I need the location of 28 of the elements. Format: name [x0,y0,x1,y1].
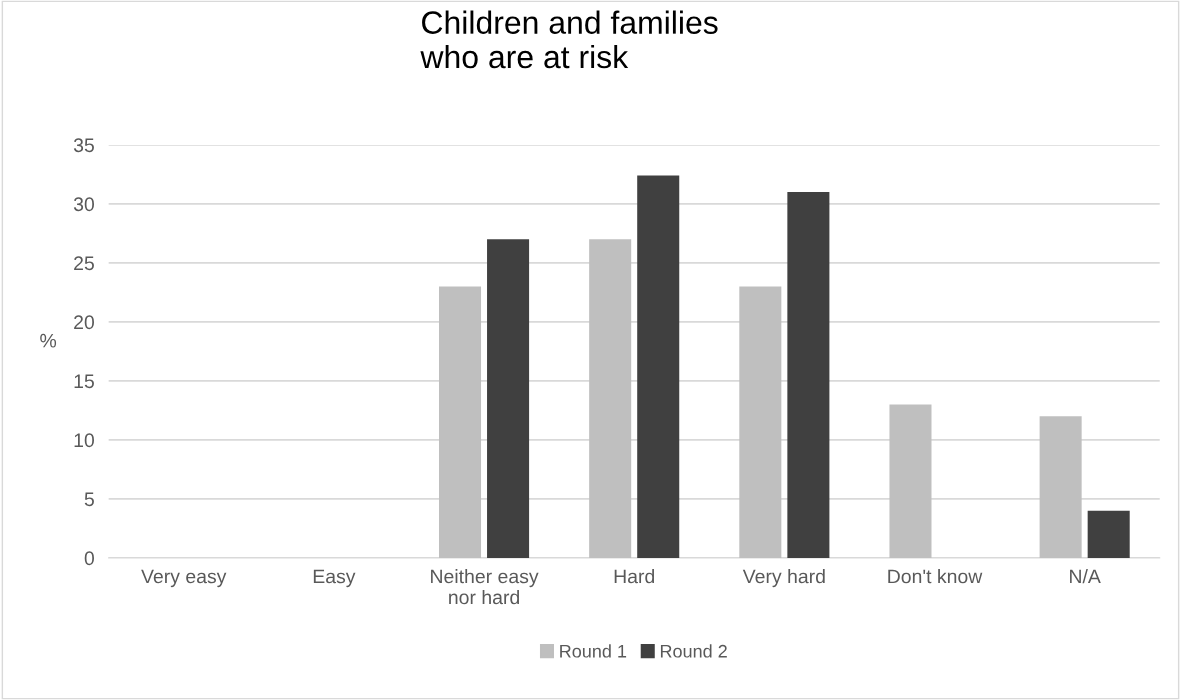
y-tick-label: 5 [84,492,94,507]
bar [589,239,632,558]
y-tick-label: 10 [74,433,94,448]
bar [1039,416,1082,558]
legend-label: Round 1 [560,644,627,658]
y-tick-label: 20 [74,315,94,330]
bar [739,286,782,558]
y-tick-label: 30 [73,197,94,212]
bar [787,192,830,558]
x-tick-label: Very hard [742,569,825,588]
bar [637,175,680,558]
y-tick-label: 0 [84,551,94,566]
x-tick-label: Very easy [141,569,227,588]
bar [487,239,530,558]
x-tick-label: Hard [614,569,655,584]
y-tick-label: 25 [74,256,94,271]
legend-label: Round 2 [660,644,727,658]
x-tick-label: Easy [313,569,356,588]
bar [889,404,932,558]
x-tick-label: Don't know [888,569,983,584]
x-tick-label: Neither easy nor hard [431,569,539,605]
y-tick-label: 15 [74,374,94,389]
x-tick-label: N/A [1070,569,1101,584]
y-axis-title: % [40,333,57,348]
y-tick-label: 35 [73,138,94,153]
bar [1087,510,1130,558]
bar [438,286,482,558]
chart-title: Children and families who are at risk [420,10,718,69]
